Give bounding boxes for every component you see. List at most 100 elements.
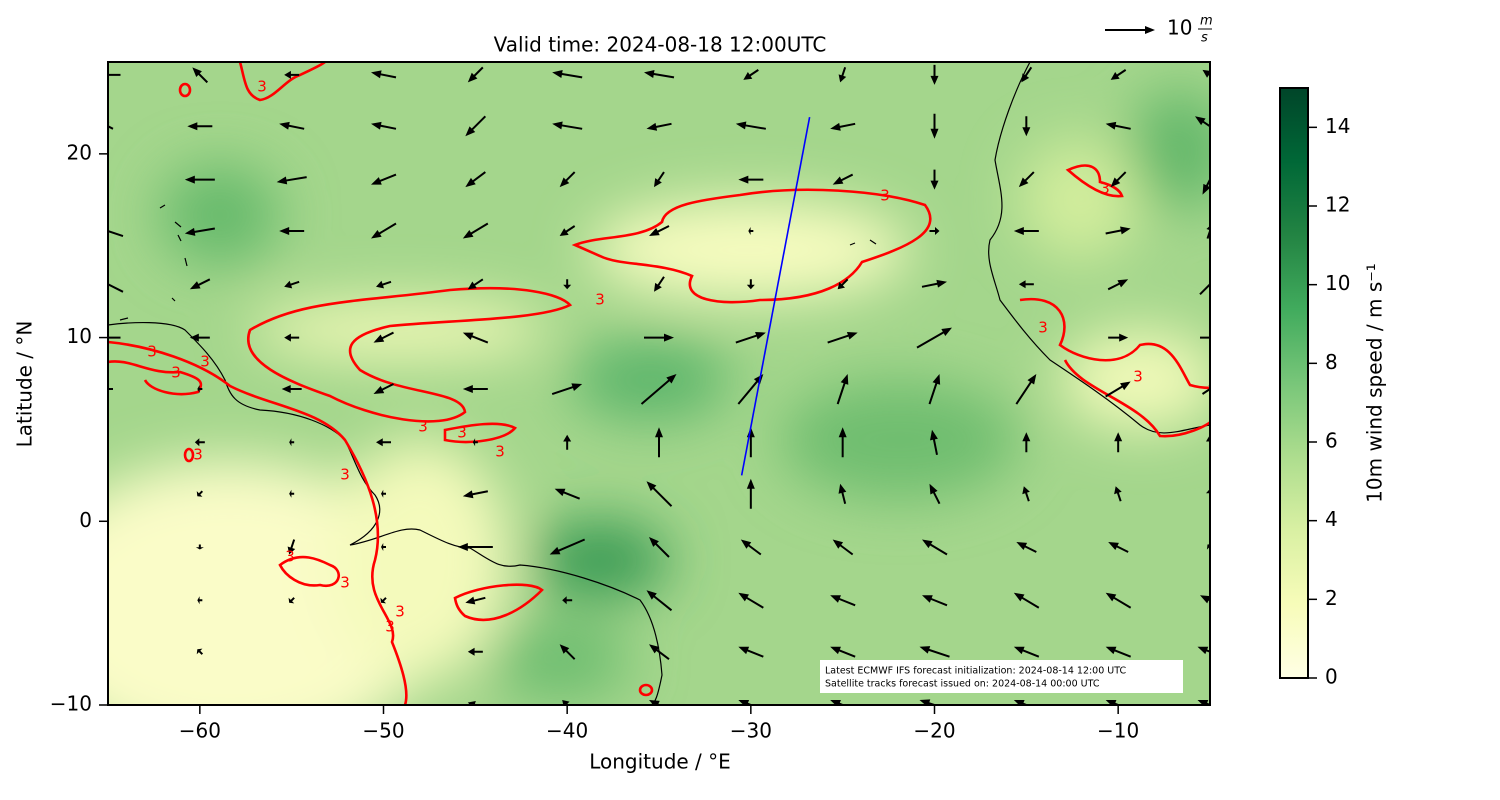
wind-arrows [108, 64, 1210, 705]
wind-arrow [922, 595, 948, 607]
wind-arrow [1195, 116, 1210, 128]
wind-arrow [746, 279, 755, 290]
quiver-key-value: 10 [1167, 16, 1192, 40]
wind-arrow [465, 115, 487, 137]
wind-arrow [1201, 384, 1210, 395]
colorbar-tick-label: 6 [1325, 429, 1338, 453]
wind-arrow [640, 374, 677, 405]
wind-arrow [184, 227, 215, 236]
wind-arrow [919, 699, 938, 705]
wind-arrow [376, 438, 391, 447]
wind-arrow [1107, 279, 1129, 291]
chart-title: Valid time: 2024-08-18 12:00UTC [494, 33, 827, 57]
wind-arrow [832, 173, 854, 185]
wind-arrow [740, 539, 762, 556]
wind-field-shading [108, 90, 1210, 705]
contour-label: 3 [171, 364, 181, 382]
wind-arrow [735, 331, 766, 344]
wind-arrow [284, 333, 300, 342]
wind-arrow [108, 283, 124, 293]
x-axis-label: Longitude / °E [589, 750, 731, 774]
quiver-key-unit: m [1200, 14, 1213, 29]
wind-arrow [196, 648, 204, 655]
wind-arrow [552, 70, 583, 79]
wind-arrow [108, 122, 114, 130]
wind-arrow [1013, 700, 1030, 705]
contour-label: 3 [418, 418, 428, 436]
wind-arrow [830, 700, 846, 705]
wind-arrow [462, 385, 488, 394]
wind-arrow [279, 227, 305, 236]
colorbar-tick-label: 10 [1325, 271, 1350, 295]
contour-label: 3 [147, 343, 157, 361]
wind-arrow [559, 644, 576, 660]
wind-arrow [919, 646, 950, 658]
contour-label: 3 [880, 187, 890, 205]
wind-arrow [1114, 432, 1123, 453]
wind-arrow [1202, 69, 1210, 78]
wind-arrow [743, 69, 759, 80]
quiver-key-unit: s [1201, 31, 1208, 46]
wind-arrow [1105, 646, 1132, 658]
wind-arrow [562, 700, 570, 705]
wind-arrow [928, 374, 941, 405]
wind-arrow [921, 279, 947, 288]
wind-arrow [1016, 542, 1037, 553]
wind-arrow [1013, 227, 1039, 236]
wind-arrow [562, 596, 573, 605]
wind-arrow [373, 331, 394, 343]
wind-arrow [381, 543, 386, 552]
wind-arrow [376, 280, 392, 289]
wind-arrow [462, 490, 489, 499]
wind-arrow [279, 121, 305, 130]
wind-arrow [838, 483, 847, 504]
wind-arrow [1108, 542, 1129, 553]
wind-arrow [373, 383, 394, 395]
wind-arrow [1197, 646, 1210, 655]
wind-arrow [381, 489, 386, 498]
contour-label: 3 [340, 574, 350, 592]
wind-arrow [108, 73, 121, 76]
wind-arrow [563, 434, 572, 450]
contour-label: 3 [457, 424, 467, 442]
wind-arrow [738, 700, 754, 705]
wind-arrow [1197, 700, 1210, 705]
wind-arrow [655, 427, 663, 458]
wind-arrow [465, 596, 486, 605]
wind-arrow [551, 383, 583, 395]
wind-arrow [194, 438, 205, 447]
quiver-key: 10 m s [1167, 14, 1213, 46]
wind-arrow [187, 122, 213, 131]
wind-arrow [549, 538, 586, 555]
x-tick-label: −30 [730, 719, 772, 743]
wind-arrow [738, 646, 764, 658]
wind-arrow [196, 490, 204, 497]
wind-arrow [467, 278, 484, 290]
wind-arrow [646, 122, 672, 131]
wind-arrow [1110, 171, 1127, 188]
wind-arrow [827, 331, 858, 344]
wind-arrow [1013, 592, 1040, 609]
wind-arrow [195, 544, 204, 550]
wind-arrow [1200, 595, 1210, 604]
wind-arrow [108, 229, 124, 237]
wind-arrow [554, 488, 581, 500]
wind-arrow [371, 222, 397, 239]
contour-label: 3 [395, 603, 405, 621]
wind-arrow [462, 332, 489, 344]
contour-label: 3 [1133, 368, 1143, 386]
wind-arrow [1199, 282, 1210, 296]
wind-arrow [457, 543, 493, 552]
y-tick-label: 0 [79, 508, 92, 532]
wind-arrow [646, 590, 673, 612]
wind-arrow [559, 225, 576, 237]
colorbar [1279, 87, 1309, 679]
wind-arrow [930, 429, 938, 455]
coastlines [108, 62, 1210, 705]
wind-arrow [467, 647, 483, 656]
colorbar-tick-label: 14 [1325, 114, 1350, 138]
wind-arrow [108, 336, 121, 339]
wind-arrow [467, 700, 479, 705]
wind-arrow [1013, 646, 1040, 658]
